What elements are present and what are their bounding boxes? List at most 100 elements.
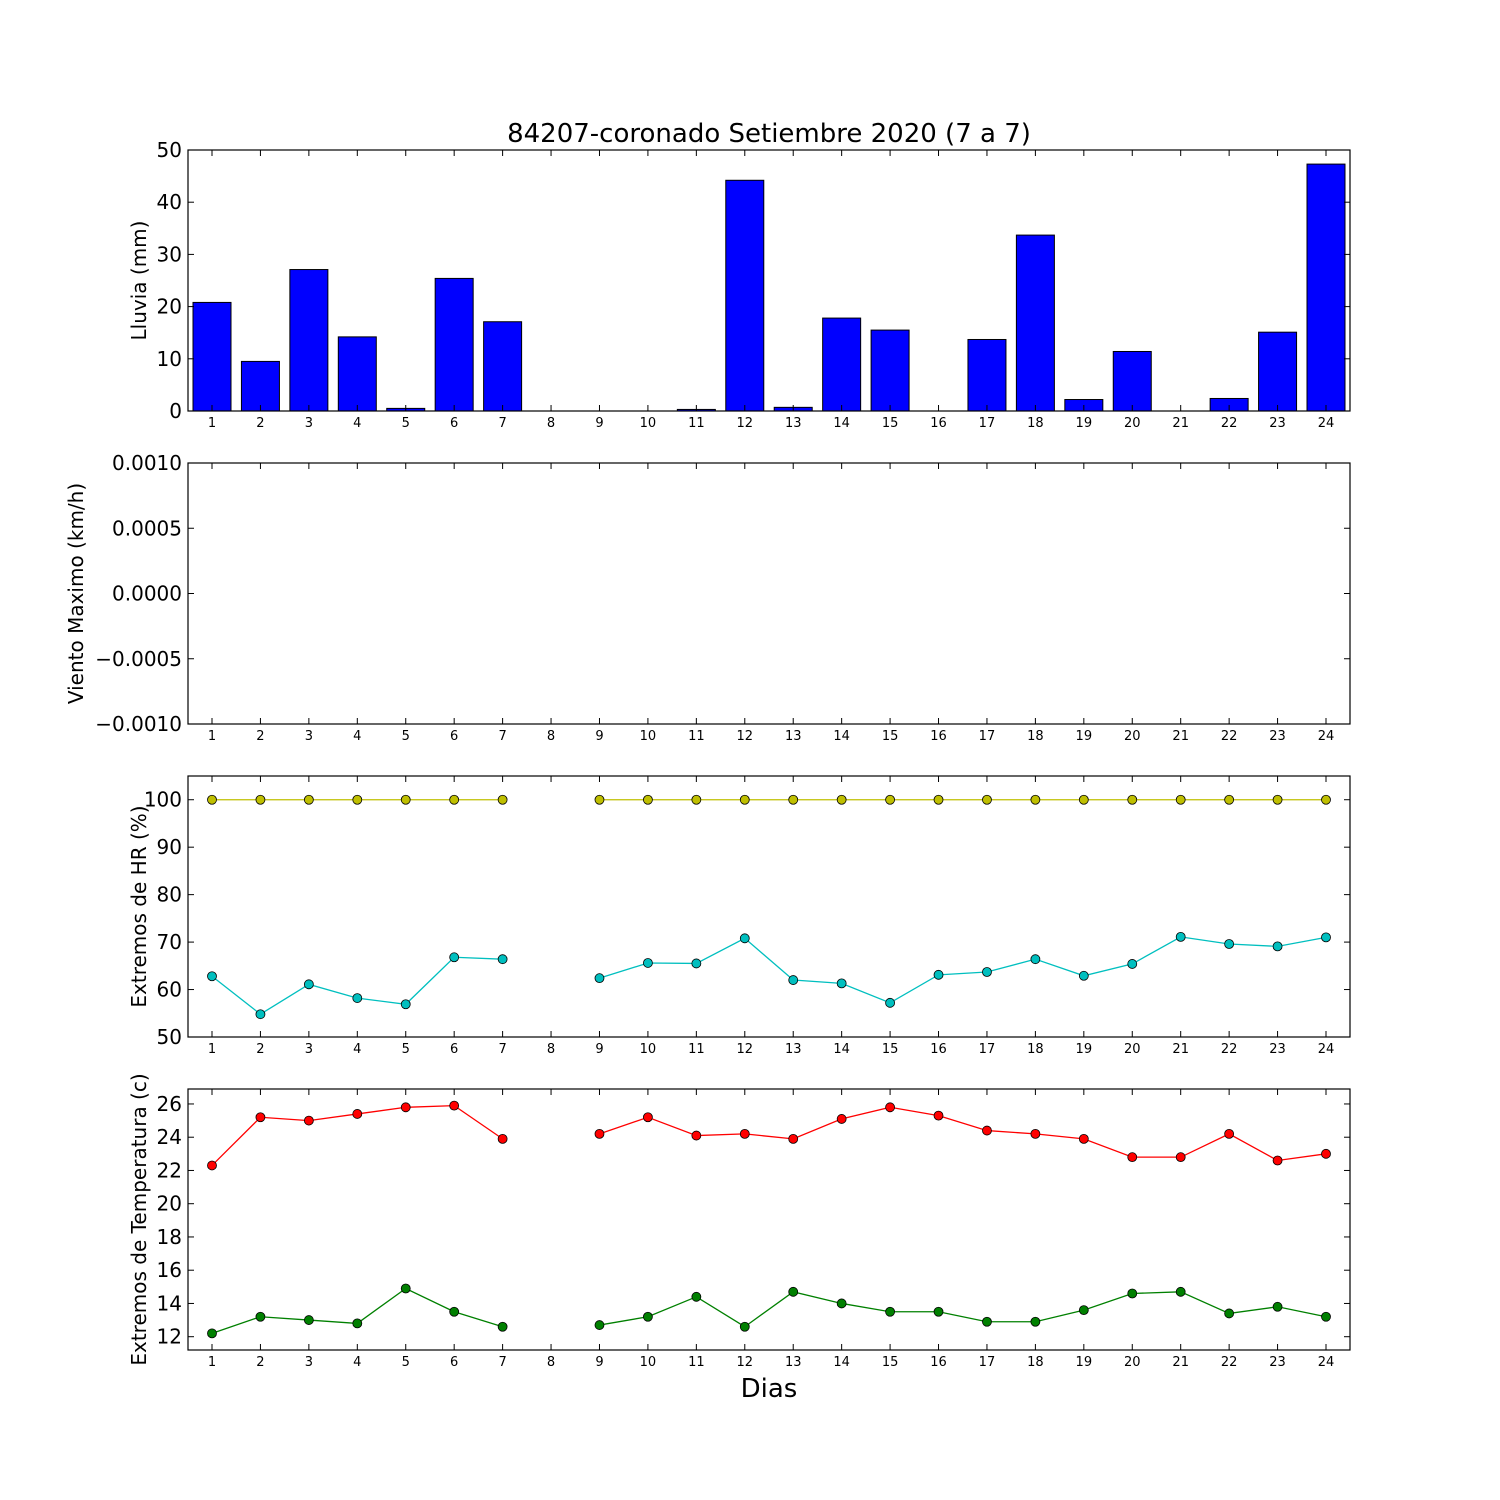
temp-max-point: [449, 1100, 460, 1111]
x-tick-label: 7: [498, 729, 506, 744]
x-tick-label: 10: [640, 729, 657, 744]
temp-max-point: [691, 1130, 702, 1141]
x-tick-label: 17: [979, 416, 996, 431]
x-tick-label: 4: [353, 416, 361, 431]
x-tick-label: 2: [256, 1042, 264, 1057]
rain-bar: [192, 301, 232, 412]
y-tick-label: 24: [157, 1125, 182, 1149]
panel-frame: [187, 149, 1351, 412]
hr-min-point: [352, 993, 363, 1003]
hr-min-point: [788, 975, 799, 985]
temp-max-point: [594, 1128, 605, 1139]
x-tick-label: 19: [1076, 1355, 1093, 1370]
x-tick-label: 8: [547, 416, 555, 431]
x-tick-label: 11: [688, 1042, 705, 1057]
hr-min-point: [1127, 959, 1138, 969]
x-tick-label: 9: [595, 1355, 603, 1370]
x-tick-label: 13: [785, 1355, 802, 1370]
hr-max-point: [449, 794, 460, 805]
panels-container: 1 2 3 4 5 6 7 8 9 10 11 12 13 14 15 16 17 18 19 20 21 22 23 240…: [64, 138, 1351, 1370]
hr-max-point: [207, 794, 217, 805]
x-tick-label: 16: [930, 729, 947, 744]
x-tick-label: 20: [1124, 1355, 1141, 1370]
rain-bar: [870, 329, 910, 412]
y-tick-label: 20: [157, 1192, 182, 1216]
rain-bar: [337, 336, 377, 412]
x-tick-label: 9: [595, 729, 603, 744]
y-tick-label: −0.0005: [95, 647, 182, 671]
y-axis-label: Lluvia (mm): [127, 221, 151, 341]
rain-bar: [1112, 350, 1152, 412]
temp-min-point: [1321, 1311, 1331, 1322]
x-tick-label: 3: [305, 416, 313, 431]
temp-max-point: [836, 1114, 847, 1124]
hr-max-point: [594, 794, 605, 805]
hr-max-point: [982, 794, 992, 805]
temp-min-line: [599, 1291, 1327, 1328]
x-tick-label: 6: [450, 1042, 458, 1057]
y-tick-label: 70: [157, 930, 182, 954]
temp-max-point: [1272, 1155, 1283, 1166]
x-tick-label: 20: [1124, 1042, 1141, 1057]
x-tick-label: 14: [833, 1355, 850, 1370]
hr-max-point: [1078, 794, 1089, 805]
x-tick-label: 21: [1172, 416, 1189, 431]
x-tick-label: 15: [882, 1355, 899, 1370]
x-tick-label: 14: [833, 729, 850, 744]
x-tick-label: 18: [1027, 1355, 1044, 1370]
x-tick-label: 21: [1172, 729, 1189, 744]
x-tick-label: 15: [882, 416, 899, 431]
x-tick-label: 5: [402, 729, 410, 744]
hr-max-point: [1030, 794, 1041, 805]
y-tick-label: −0.0010: [95, 712, 182, 736]
panel-frame: [187, 1088, 1351, 1351]
rain-bar: [1306, 163, 1346, 412]
hr-max-point: [933, 794, 944, 805]
x-tick-label: 4: [353, 1042, 361, 1057]
x-tick-label: 22: [1221, 1042, 1238, 1057]
temp-min-point: [594, 1320, 605, 1330]
x-tick-label: 5: [402, 1355, 410, 1370]
x-tick-label: 5: [402, 1042, 410, 1057]
x-tick-label: 17: [979, 729, 996, 744]
hr-min-point: [497, 954, 508, 965]
x-tick-label: 1: [208, 416, 216, 431]
temp-max-point: [933, 1110, 944, 1121]
x-tick-label: 1: [208, 1355, 216, 1370]
hr-min-point: [207, 971, 217, 982]
x-tick-label: 4: [353, 1355, 361, 1370]
x-tick-label: 17: [979, 1355, 996, 1370]
hr-max-point: [788, 794, 799, 805]
temp-min-point: [643, 1311, 653, 1322]
x-tick-label: 12: [737, 1355, 754, 1370]
y-tick-label: 30: [157, 242, 182, 266]
temp-max-point: [400, 1102, 411, 1113]
panel-1: 1 2 3 4 5 6 7 8 9 10 11 12 13 14 15 16 17 18 19 20 21 22 23 240…: [127, 138, 1351, 431]
temp-min-point: [1030, 1316, 1041, 1327]
x-tick-label: 18: [1027, 729, 1044, 744]
temp-min-point: [352, 1318, 363, 1329]
temp-min-point: [933, 1306, 944, 1317]
rain-bar: [434, 277, 474, 412]
x-tick-label: 23: [1269, 1042, 1286, 1057]
hr-min-point: [1030, 954, 1041, 965]
x-tick-label: 23: [1269, 729, 1286, 744]
x-axis-label: Dias: [741, 1374, 798, 1404]
x-tick-label: 7: [498, 1042, 506, 1057]
x-tick-label: 6: [450, 416, 458, 431]
hr-min-point: [1321, 932, 1331, 943]
y-tick-label: 0.0010: [112, 451, 182, 475]
temp-min-point: [255, 1311, 266, 1322]
temp-max-point: [643, 1112, 653, 1123]
x-tick-label: 13: [785, 729, 802, 744]
rain-bar: [240, 360, 280, 412]
temp-min-point: [788, 1286, 799, 1297]
y-tick-label: 80: [157, 883, 182, 907]
panel-3: 1 2 3 4 5 6 7 8 9 10 11 12 13 14 15 16 17 18 19 20 21 22 23 245…: [127, 775, 1351, 1057]
x-tick-label: 20: [1124, 416, 1141, 431]
hr-min-point: [982, 967, 992, 977]
temp-min-point: [207, 1328, 217, 1339]
y-tick-label: 18: [157, 1225, 182, 1249]
y-axis-label: Extremos de HR (%): [127, 805, 151, 1007]
